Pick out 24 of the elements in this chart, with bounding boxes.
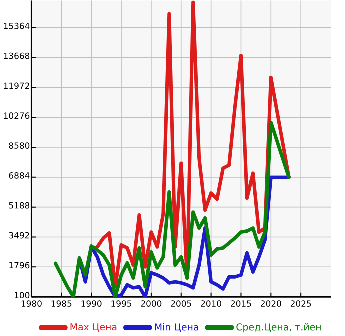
x-tick-label: 1990 [82, 300, 102, 307]
x-tick-label: 2025 [290, 300, 312, 307]
x-tick-label: 2010 [201, 300, 222, 307]
y-tick-label: 13668 [4, 52, 30, 60]
legend-label: Сред.Цена, т.йен [236, 323, 321, 333]
y-tick-label: 6884 [9, 172, 30, 179]
x-tick-label: 1995 [112, 300, 132, 307]
x-tick-label: 2000 [141, 300, 162, 307]
y-tick-label: 15364 [4, 22, 30, 30]
legend-label: Min Цена [155, 323, 198, 332]
y-tick-label: 100 [15, 292, 30, 299]
y-tick-label: 5188 [9, 202, 30, 209]
x-tick-label: 1985 [52, 300, 72, 307]
y-tick-label: 8580 [9, 142, 30, 149]
y-tick-label: 10276 [4, 112, 30, 120]
x-tick-label: 2015 [231, 300, 252, 307]
x-tick-label: 2005 [171, 300, 192, 307]
line-series [54, 120, 291, 298]
x-tick-label: 1980 [22, 300, 42, 307]
x-tick-label: 2020 [261, 300, 282, 307]
y-tick-label: 1796 [10, 262, 30, 269]
y-tick-label: 3492 [9, 232, 30, 239]
y-tick-label: 11972 [4, 82, 30, 90]
legend-label: Max Цена [70, 324, 117, 332]
